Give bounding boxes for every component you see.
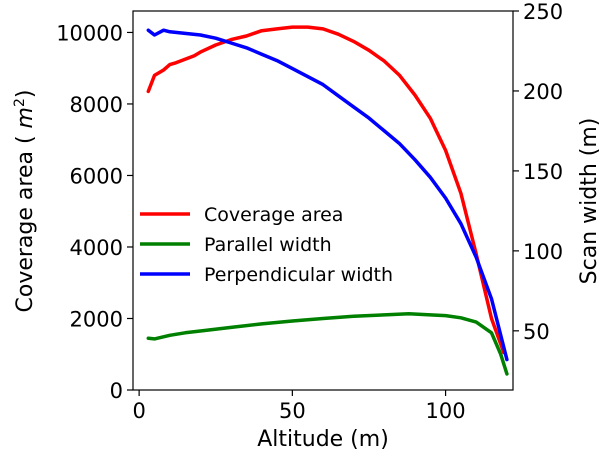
plot-area bbox=[133, 11, 513, 390]
x-tick-label: 100 bbox=[426, 399, 466, 423]
series-line-coverage-area bbox=[146, 25, 506, 355]
plot-frame bbox=[132, 10, 514, 391]
y-axis-right: 50 100 150 200 250 bbox=[513, 0, 563, 344]
y-right-tick-label: 50 bbox=[523, 320, 550, 344]
series-line-parallel-width bbox=[146, 312, 509, 376]
legend-label-perpendicular-width: Perpendicular width bbox=[204, 264, 393, 286]
legend: Coverage area Parallel width Perpendicular… bbox=[140, 204, 393, 286]
legend-label-parallel-width: Parallel width bbox=[204, 234, 332, 256]
x-tick-label: 50 bbox=[279, 399, 306, 423]
y-left-tick-label: 0 bbox=[110, 379, 123, 403]
x-axis: 0 50 100 bbox=[132, 390, 466, 423]
y-left-tick-label: 4000 bbox=[70, 236, 123, 260]
y-axis-left-title: Coverage area ( m2) bbox=[12, 90, 38, 313]
y-right-tick-label: 250 bbox=[523, 0, 563, 24]
y-right-tick-label: 100 bbox=[523, 240, 563, 264]
y-left-tick-label: 8000 bbox=[70, 93, 123, 117]
legend-label-coverage-area: Coverage area bbox=[204, 204, 343, 226]
y-left-tick-label: 6000 bbox=[70, 164, 123, 188]
y-left-tick-label: 2000 bbox=[70, 307, 123, 331]
series-line-perpendicular-width bbox=[146, 28, 509, 362]
y-axis-left: 0 2000 4000 6000 8000 10000 bbox=[56, 21, 133, 403]
x-axis-title: Altitude (m) bbox=[257, 427, 389, 452]
x-tick-label: 0 bbox=[132, 399, 145, 423]
y-right-tick-label: 200 bbox=[523, 80, 563, 104]
y-left-tick-label: 10000 bbox=[56, 21, 123, 45]
y-axis-right-title: Scan width (m) bbox=[577, 118, 602, 285]
y-right-tick-label: 150 bbox=[523, 160, 563, 184]
series-layer bbox=[146, 25, 509, 376]
